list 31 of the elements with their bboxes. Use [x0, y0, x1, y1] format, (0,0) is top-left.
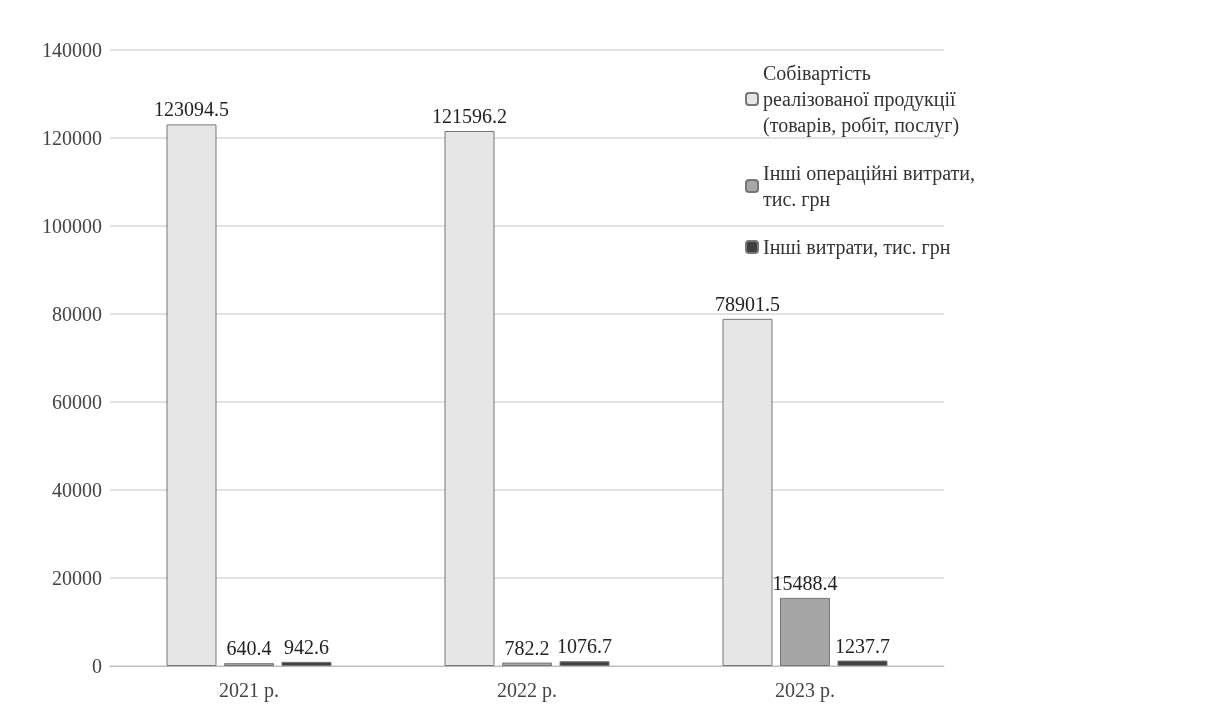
bar: [780, 597, 830, 666]
data-label: 942.6: [284, 635, 329, 658]
bar: [166, 124, 217, 666]
data-label: 121596.2: [432, 104, 507, 127]
y-tick-label: 80000: [52, 303, 102, 325]
legend-label: Собівартість реалізованої продукції (товарів, робіт, послуг): [763, 62, 961, 137]
data-label: 782.2: [504, 636, 550, 659]
y-tick-label: 100000: [42, 215, 102, 237]
x-tick-label: 2021 р.: [219, 679, 279, 702]
data-label: 123094.5: [154, 98, 229, 121]
y-tick-label: 20000: [52, 567, 102, 589]
data-label: 15488.4: [772, 571, 838, 594]
bar: [837, 660, 888, 666]
data-label: 78901.5: [715, 292, 780, 315]
bar: [722, 318, 773, 666]
bar: [444, 130, 495, 666]
bar: [281, 661, 332, 666]
x-tick-label: 2022 р.: [497, 679, 557, 702]
x-tick-label: 2023 р.: [775, 679, 835, 702]
data-label: 1237.7: [835, 634, 890, 657]
bar: [502, 662, 552, 666]
y-tick-label: 120000: [42, 127, 102, 149]
legend-label: Інші витрати, тис. грн: [763, 236, 951, 259]
data-label: 640.4: [226, 637, 272, 660]
y-tick-label: 60000: [52, 391, 102, 413]
y-tick-label: 140000: [42, 39, 102, 61]
y-tick-label: 0: [92, 655, 102, 677]
data-label: 1076.7: [557, 635, 612, 658]
bar: [559, 661, 610, 666]
y-tick-label: 40000: [52, 479, 102, 501]
legend-label: Інші операційні витрати, тис. грн: [763, 162, 980, 211]
